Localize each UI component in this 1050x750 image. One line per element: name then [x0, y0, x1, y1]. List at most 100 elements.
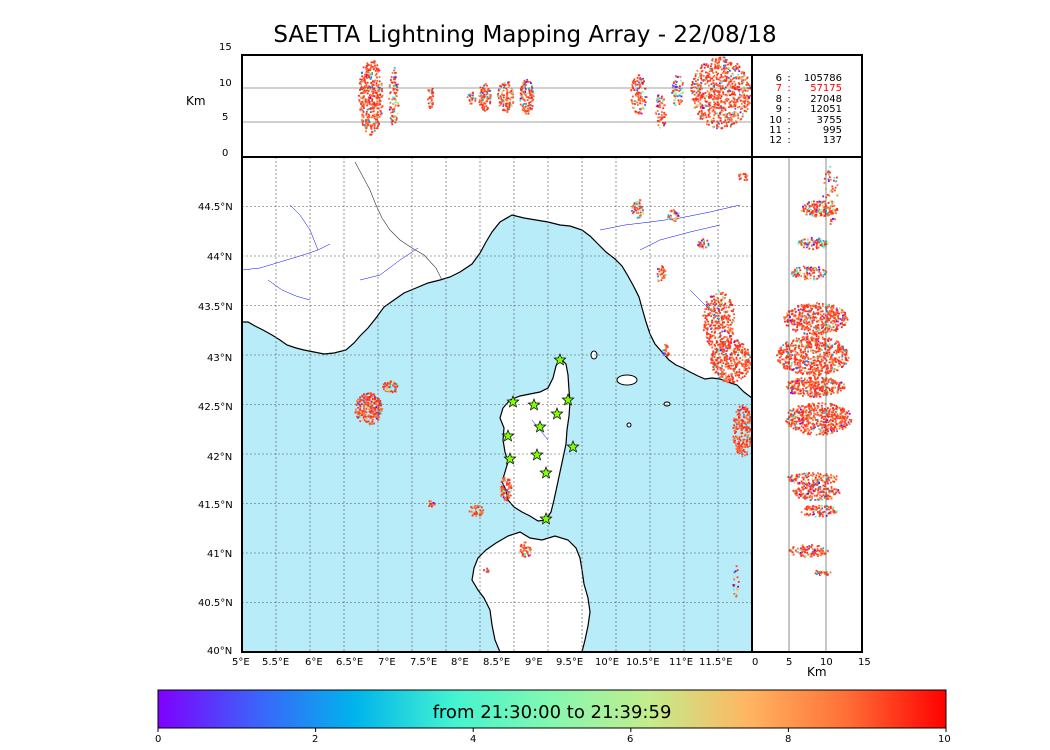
map-panel [242, 157, 752, 652]
lat-tick: 43°N [207, 353, 233, 364]
station-star-icon [539, 466, 553, 479]
lma-stations [501, 353, 580, 525]
side-xtick-5: 5 [786, 657, 793, 668]
lightning-sources-alt-lat [776, 165, 853, 576]
top-altitude-panel [242, 56, 752, 136]
side-cell [776, 335, 850, 377]
station-star-icon [503, 452, 517, 465]
storm-cell-sardinia [519, 541, 532, 558]
lat-tick: 40°N [207, 646, 233, 657]
lon-tick: 6.5°E [336, 657, 364, 668]
colorbar-tick-8: 8 [785, 734, 792, 745]
colorbar-tick-6: 6 [627, 734, 634, 745]
lon-tick: 11.5°E [699, 657, 733, 668]
side-altitude-panel [776, 157, 853, 652]
storm-cell-lazio [732, 404, 752, 458]
storm-cell-north [697, 238, 710, 250]
storm-cell-tuscany [710, 339, 752, 384]
lat-tick: 44.5°N [198, 202, 233, 213]
top-panel-ylabel: Km [186, 94, 206, 108]
station-star-icon [527, 398, 541, 411]
side-cell [800, 504, 838, 518]
lat-tick: 40.5°N [198, 598, 233, 609]
side-cell [800, 200, 838, 218]
stats-row: 11:995 [769, 125, 842, 137]
storm-cell-west-corsica-sea [354, 392, 384, 426]
country-borders [354, 161, 443, 281]
elba-island [616, 374, 638, 386]
storm-cell-small [483, 567, 490, 573]
side-panel-xlabel: Km [807, 665, 827, 679]
side-cell [814, 569, 832, 576]
giglio-islet [663, 401, 671, 407]
storm-cell-small [428, 500, 436, 508]
lon-tick: 7.5°E [410, 657, 438, 668]
top-cell [388, 67, 400, 126]
storm-cell-small [738, 172, 749, 182]
colorbar-ticks [157, 728, 947, 732]
lon-tick: 9°E [525, 657, 543, 668]
lon-tick: 11°E [669, 657, 694, 668]
station-star-icon [530, 448, 544, 461]
top-cell [478, 83, 492, 112]
colorbar-tick-2: 2 [312, 734, 319, 745]
lat-tick: 41.5°N [198, 500, 233, 511]
sardinia-island [471, 531, 591, 652]
colorbar [157, 689, 947, 729]
lon-tick: 9.5°E [556, 657, 584, 668]
storm-cell-tuscany [702, 290, 736, 351]
lon-tick: 8.5°E [483, 657, 511, 668]
side-cell [792, 484, 841, 502]
top-ytick-0: 0 [222, 148, 229, 159]
mainland-land [242, 157, 752, 399]
station-star-icon [533, 420, 547, 433]
storm-cell-small [468, 504, 485, 517]
side-panel-frame [751, 156, 863, 653]
top-cell [427, 87, 435, 109]
chart-title: SAETTA Lightning Mapping Array - 22/08/1… [273, 22, 777, 48]
station-star-icon [506, 395, 520, 408]
station-star-icon [550, 407, 564, 420]
lightning-sources-lon-alt [358, 56, 752, 136]
top-cell [630, 74, 648, 115]
colorbar-tick-4: 4 [470, 734, 477, 745]
lat-tick: 42.5°N [198, 402, 233, 413]
top-cell [671, 75, 684, 106]
storm-cell-south [732, 565, 740, 598]
storm-cell-north [666, 209, 680, 222]
side-cell [790, 265, 828, 281]
top-cell [690, 56, 752, 130]
top-ytick-5: 5 [222, 112, 229, 123]
lon-tick: 6°E [305, 657, 323, 668]
station-star-icon [553, 353, 567, 366]
top-cell [497, 81, 515, 114]
top-cell [466, 91, 477, 105]
lat-tick: 43.5°N [198, 302, 233, 313]
top-ytick-15: 15 [219, 42, 232, 53]
station-star-icon [501, 429, 515, 442]
top-ytick-10: 10 [219, 78, 232, 89]
lon-tick: 8°E [451, 657, 469, 668]
top-cell [519, 78, 535, 115]
side-cell [785, 376, 846, 398]
side-xtick-0: 0 [752, 657, 759, 668]
lon-tick: 10°E [595, 657, 620, 668]
side-cell [788, 544, 829, 558]
storm-cell-small [382, 380, 400, 394]
colorbar-tick-10: 10 [938, 734, 951, 745]
storm-cell-bonifacio [499, 476, 513, 502]
side-cell [785, 402, 853, 436]
station-star-icon [561, 393, 575, 406]
side-cell [797, 237, 829, 251]
colorbar-tick-0: 0 [155, 734, 162, 745]
side-cell [783, 302, 849, 336]
storm-cell-tuscany [656, 265, 667, 282]
lat-tick: 42°N [207, 452, 233, 463]
rivers [242, 204, 741, 441]
map-gridlines [242, 157, 752, 652]
station-star-icon [566, 440, 580, 453]
lon-tick: 5.5°E [262, 657, 290, 668]
side-cell [787, 472, 838, 486]
